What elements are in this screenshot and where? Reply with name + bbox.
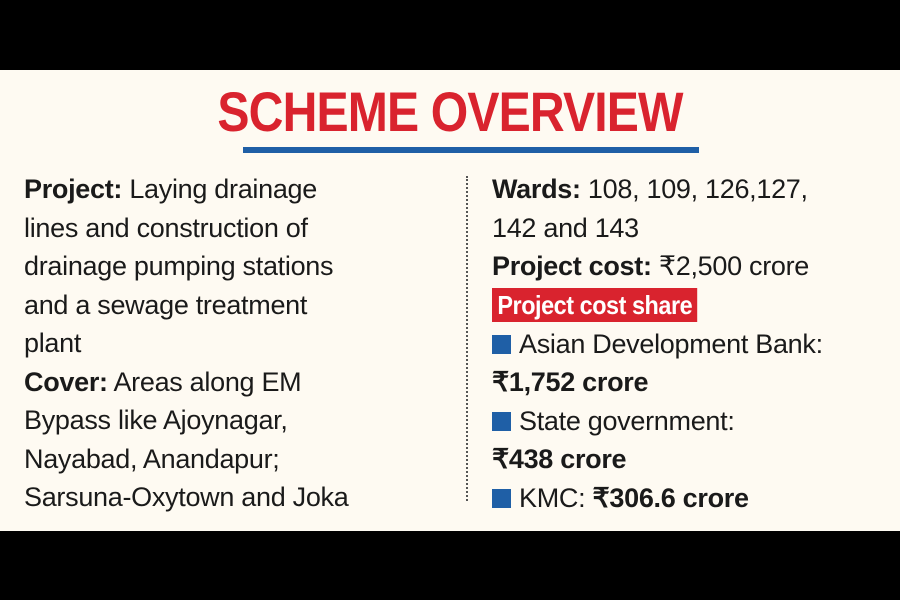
share-amount-adb: ₹1,752 crore (492, 367, 649, 397)
wards-label: Wards: (492, 174, 581, 204)
infographic-card: SCHEME OVERVIEW Project: Laying drainage… (0, 70, 900, 531)
wards-line-1: Wards: 108, 109, 126,127, (492, 170, 892, 209)
share-item-kmc: KMC: ₹306.6 crore (492, 479, 892, 518)
cover-text-2: Bypass like Ajoynagar, (24, 405, 288, 435)
cost-value: ₹2,500 crore (658, 251, 810, 281)
project-label: Project: (24, 174, 123, 204)
left-column: Project: Laying drainage lines and const… (24, 170, 464, 517)
share-amount-state: ₹438 crore (492, 444, 627, 474)
share-name-kmc: KMC: (519, 482, 586, 513)
share-name-adb: Asian Development Bank: (519, 328, 823, 359)
bullet-square-icon (492, 488, 511, 508)
wards-text-2: 142 and 143 (492, 212, 639, 243)
cost-label: Project cost: (492, 251, 652, 281)
cover-label: Cover: (24, 366, 108, 397)
project-text-1: Laying drainage (129, 174, 317, 204)
project-text-5: plant (24, 328, 82, 358)
title-underline (243, 147, 699, 153)
wards-text-1: 108, 109, 126,127, (587, 174, 808, 204)
top-black-band (0, 0, 900, 70)
bottom-black-band (0, 531, 900, 600)
column-divider (466, 176, 468, 501)
project-line-1: Project: Laying drainage (24, 170, 464, 209)
share-name-state: State government: (519, 405, 735, 436)
cost-share-heading: Project cost share (492, 287, 698, 322)
cover-line-1: Cover: Areas along EM (24, 363, 464, 402)
share-amount-kmc: ₹306.6 crore (592, 482, 749, 513)
share-item-adb: Asian Development Bank: (492, 325, 892, 364)
project-text-3: drainage pumping stations (24, 251, 334, 281)
cost-line: Project cost: ₹2,500 crore (492, 247, 892, 286)
bullet-square-icon (492, 334, 511, 354)
share-item-state: State government: (492, 402, 892, 441)
right-column: Wards: 108, 109, 126,127, 142 and 143 Pr… (492, 170, 892, 517)
cover-text-3: Nayabad, Anandapur; (24, 443, 280, 474)
page-title: SCHEME OVERVIEW (217, 80, 683, 143)
cover-text-4: Sarsuna-Oxytown and Joka (24, 482, 349, 512)
project-text-2: lines and construction of (24, 212, 308, 243)
cover-text-1: Areas along EM (113, 366, 302, 397)
bullet-square-icon (492, 411, 511, 431)
project-text-4: and a sewage treatment (24, 289, 308, 320)
